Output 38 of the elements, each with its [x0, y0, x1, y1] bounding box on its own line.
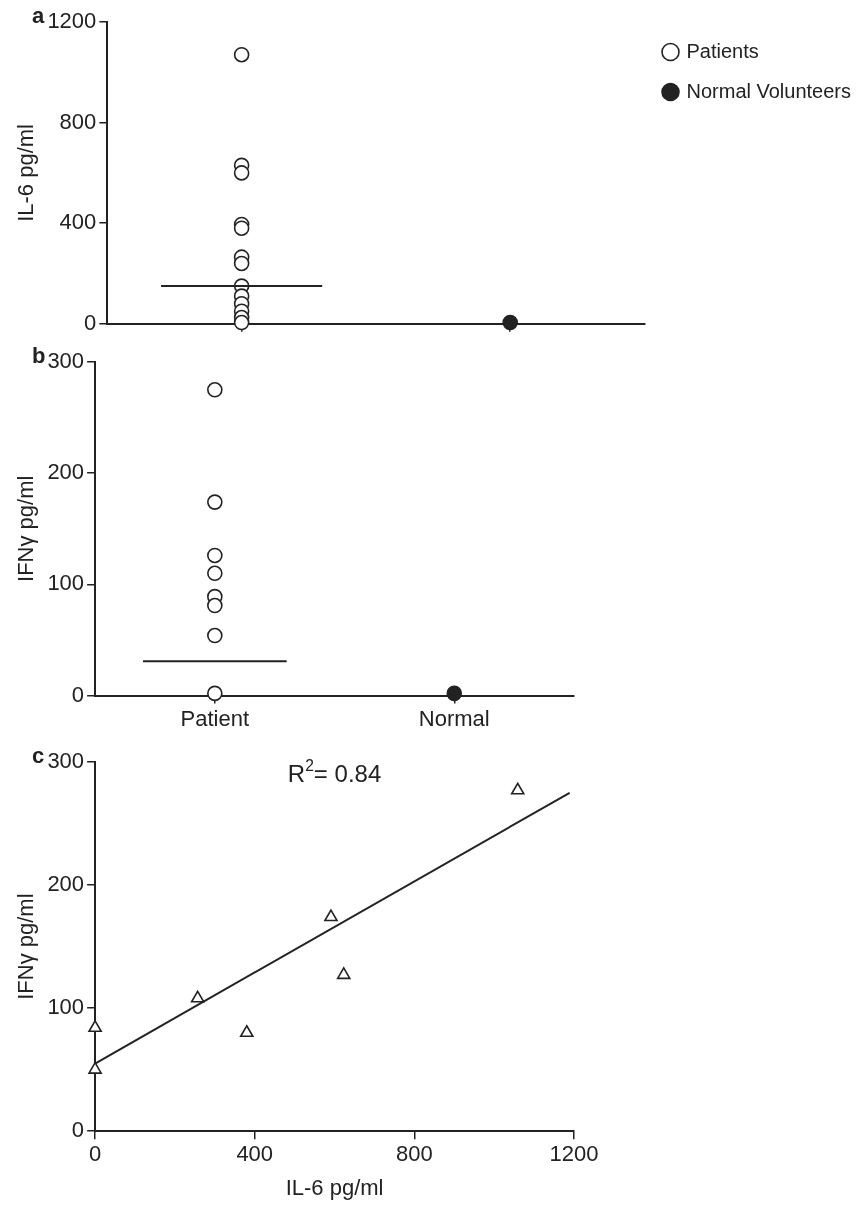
- x-axis-title: IL-6 pg/ml: [285, 1174, 384, 1200]
- y-axis-title: IL-6 pg/ml: [13, 123, 39, 222]
- y-tick-label: 1200: [47, 8, 97, 34]
- y-tick-label: 100: [47, 994, 85, 1020]
- x-tick-label: 400: [236, 1141, 274, 1167]
- y-tick-label: 800: [59, 108, 97, 134]
- x-tick-label: 800: [396, 1141, 433, 1167]
- point: [324, 909, 338, 922]
- chart-title: a: [32, 3, 45, 29]
- y-axis-title: IFNγ pg/ml: [13, 475, 39, 582]
- chart-title: b: [32, 343, 46, 369]
- point: [233, 255, 250, 272]
- point: [233, 314, 250, 331]
- y-tick-label: 400: [59, 209, 97, 235]
- chart-title: c: [32, 743, 45, 769]
- point: [510, 782, 525, 795]
- point: [233, 46, 250, 63]
- y-tick-label: 0: [71, 1117, 85, 1143]
- y-axis-title: IFNγ pg/ml: [13, 893, 39, 1000]
- point: [239, 1024, 254, 1038]
- legend-label: Normal Volunteers: [686, 79, 852, 102]
- x-tick-label: Normal: [418, 705, 490, 731]
- point: [233, 220, 250, 237]
- y-tick-label: 200: [47, 459, 85, 485]
- point: [88, 1020, 102, 1033]
- y-tick-label: 300: [47, 348, 85, 374]
- point: [190, 990, 205, 1003]
- point: [233, 165, 250, 181]
- x-tick-label: Patient: [180, 705, 250, 731]
- y-tick-label: 200: [47, 871, 85, 897]
- point: [336, 967, 351, 980]
- y-tick-label: 0: [84, 309, 97, 335]
- y-tick-label: 100: [47, 570, 85, 596]
- x-tick-label: 1200: [549, 1141, 599, 1167]
- y-tick-label: 300: [47, 748, 85, 774]
- point: [88, 1061, 102, 1074]
- legend-label: Patients: [686, 39, 759, 62]
- y-tick-label: 0: [71, 681, 85, 707]
